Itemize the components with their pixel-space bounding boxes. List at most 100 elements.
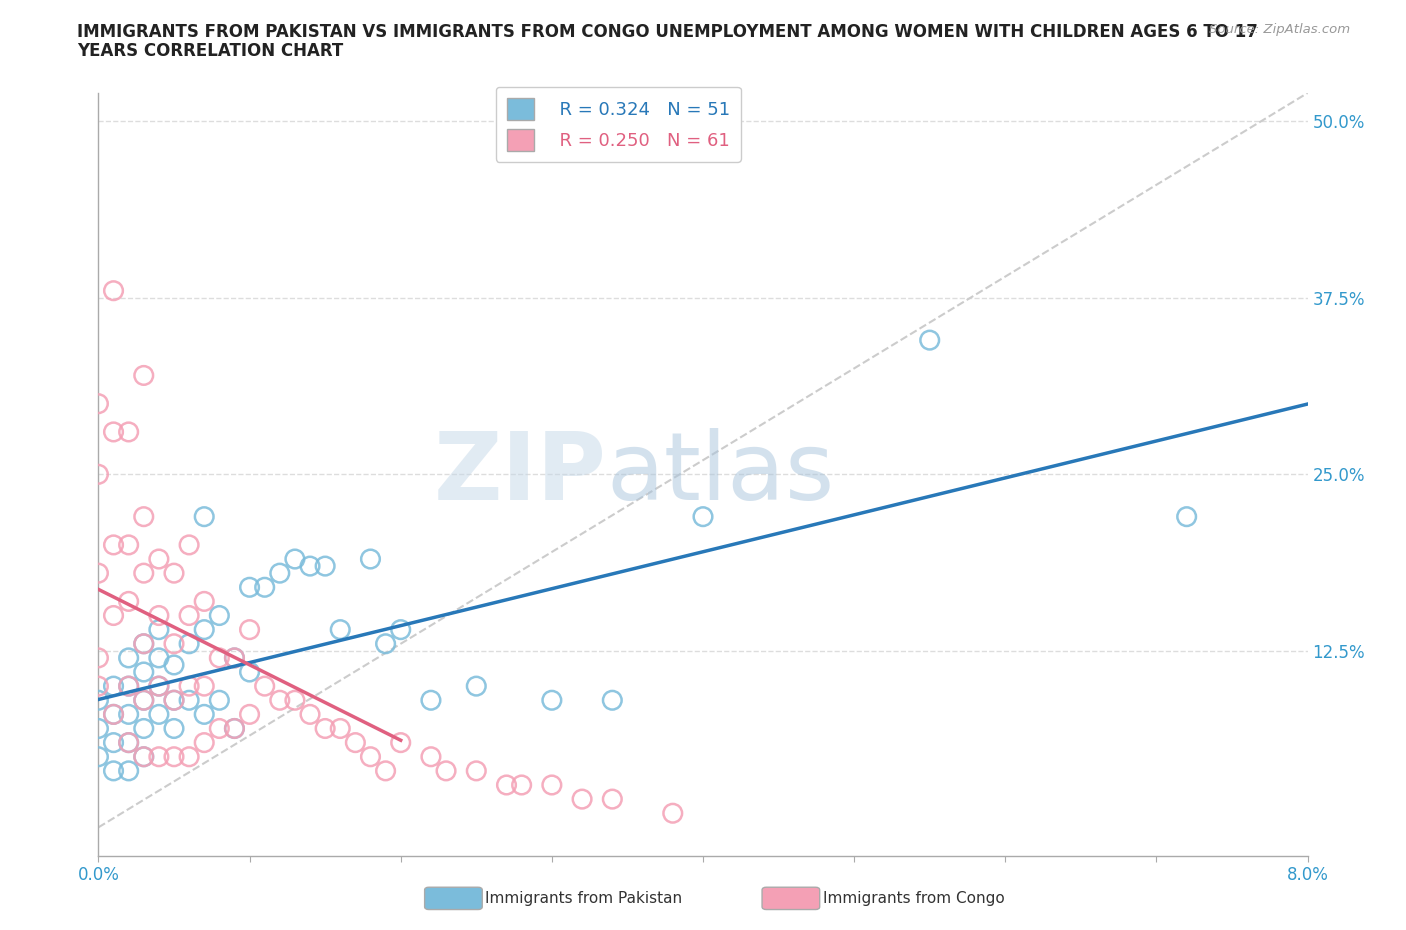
- Point: [163, 636, 186, 651]
- Point: [118, 594, 141, 609]
- Point: [208, 650, 231, 665]
- Point: [540, 777, 562, 792]
- Point: [193, 622, 215, 637]
- Point: [132, 721, 155, 736]
- Point: [284, 693, 307, 708]
- Point: [118, 736, 141, 751]
- Point: [148, 707, 170, 722]
- Point: [661, 805, 683, 820]
- Point: [434, 764, 457, 778]
- Point: [179, 693, 201, 708]
- Point: [103, 424, 125, 439]
- Point: [208, 608, 231, 623]
- Point: [179, 750, 201, 764]
- Point: [132, 636, 155, 651]
- Text: IMMIGRANTS FROM PAKISTAN VS IMMIGRANTS FROM CONGO UNEMPLOYMENT AMONG WOMEN WITH : IMMIGRANTS FROM PAKISTAN VS IMMIGRANTS F…: [77, 23, 1258, 41]
- Point: [389, 622, 412, 637]
- Point: [299, 707, 322, 722]
- Text: Immigrants from Pakistan: Immigrants from Pakistan: [485, 891, 682, 906]
- Point: [602, 791, 624, 806]
- Point: [132, 636, 155, 651]
- Point: [179, 679, 201, 694]
- Point: [602, 693, 624, 708]
- Point: [132, 693, 155, 708]
- Point: [118, 736, 141, 751]
- Point: [374, 764, 396, 778]
- Point: [269, 693, 291, 708]
- Point: [360, 750, 382, 764]
- Point: [103, 538, 125, 552]
- Text: Immigrants from Congo: Immigrants from Congo: [823, 891, 1004, 906]
- Point: [329, 721, 352, 736]
- Text: atlas: atlas: [606, 429, 835, 520]
- Point: [132, 565, 155, 580]
- Point: [87, 679, 110, 694]
- Point: [918, 333, 941, 348]
- Point: [103, 707, 125, 722]
- Point: [329, 622, 352, 637]
- Point: [132, 368, 155, 383]
- Point: [118, 650, 141, 665]
- Point: [87, 750, 110, 764]
- Point: [118, 679, 141, 694]
- Point: [193, 707, 215, 722]
- Point: [103, 736, 125, 751]
- Point: [103, 608, 125, 623]
- Point: [132, 750, 155, 764]
- Point: [118, 764, 141, 778]
- Point: [179, 608, 201, 623]
- Point: [163, 721, 186, 736]
- Point: [103, 764, 125, 778]
- Point: [148, 679, 170, 694]
- Point: [239, 665, 262, 680]
- Point: [284, 551, 307, 566]
- Point: [193, 679, 215, 694]
- Text: ZIP: ZIP: [433, 429, 606, 520]
- Text: Source: ZipAtlas.com: Source: ZipAtlas.com: [1209, 23, 1350, 36]
- Point: [224, 721, 246, 736]
- Point: [314, 721, 336, 736]
- Point: [239, 579, 262, 594]
- Point: [495, 777, 517, 792]
- Point: [253, 579, 276, 594]
- Point: [224, 650, 246, 665]
- Point: [87, 693, 110, 708]
- Point: [132, 510, 155, 525]
- Point: [163, 693, 186, 708]
- Point: [103, 679, 125, 694]
- Point: [179, 636, 201, 651]
- Point: [103, 284, 125, 299]
- Point: [208, 693, 231, 708]
- Point: [1175, 510, 1198, 525]
- Point: [148, 679, 170, 694]
- Point: [118, 538, 141, 552]
- Point: [269, 565, 291, 580]
- Point: [465, 764, 488, 778]
- Point: [420, 693, 443, 708]
- Point: [179, 538, 201, 552]
- Point: [132, 750, 155, 764]
- Legend:   R = 0.324   N = 51,   R = 0.250   N = 61: R = 0.324 N = 51, R = 0.250 N = 61: [496, 86, 741, 162]
- Point: [465, 679, 488, 694]
- Point: [148, 551, 170, 566]
- Point: [692, 510, 714, 525]
- Point: [118, 424, 141, 439]
- Point: [540, 693, 562, 708]
- Point: [571, 791, 593, 806]
- Point: [118, 679, 141, 694]
- Point: [148, 622, 170, 637]
- Point: [148, 608, 170, 623]
- Point: [87, 467, 110, 482]
- Point: [87, 650, 110, 665]
- Point: [344, 736, 367, 751]
- Point: [87, 565, 110, 580]
- Point: [132, 665, 155, 680]
- Point: [148, 650, 170, 665]
- Point: [118, 707, 141, 722]
- Point: [239, 707, 262, 722]
- Point: [389, 736, 412, 751]
- Point: [163, 565, 186, 580]
- Point: [132, 693, 155, 708]
- Point: [239, 622, 262, 637]
- Point: [163, 658, 186, 672]
